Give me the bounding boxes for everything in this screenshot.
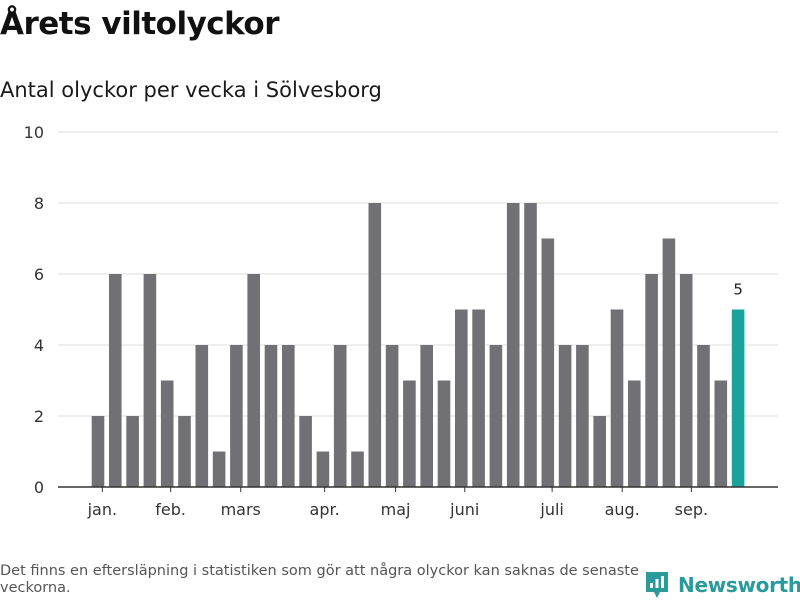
y-tick-label: 10 [24,123,44,142]
x-tick-label: maj [381,500,411,519]
bar [351,451,364,487]
x-tick-label: feb. [155,500,186,519]
chart-subtitle: Antal olyckor per vecka i Sölvesborg [0,78,382,102]
footnote: Det finns en eftersläpning i statistiken… [0,563,639,596]
bar [420,345,433,487]
bar [109,274,122,487]
x-tick-label: apr. [310,500,340,519]
newsworthy-logo-icon [646,572,668,598]
bar [178,416,191,487]
bar [195,345,209,487]
bar [333,345,347,487]
y-tick-label: 0 [34,478,44,497]
x-tick-label: mars [221,500,261,519]
bar [299,416,312,487]
bar [264,345,278,487]
x-tick-label: juni [449,500,479,519]
bar [403,380,416,487]
bar [143,274,157,487]
bar [247,274,260,487]
bar [645,274,658,487]
brand[interactable]: Newsworthy [644,569,800,601]
y-tick-label: 2 [34,407,44,426]
chart-title: Årets viltolyckor [0,6,280,42]
bar-chart: 0 2 4 6 8 10 5 jan. feb. mars apr. maj juni juli aug. s… [24,123,778,519]
bar [489,345,503,487]
bar [714,380,728,487]
bar [472,309,485,487]
bar [593,416,606,487]
y-tick-label: 6 [34,265,44,284]
bar [212,451,226,487]
bar [368,203,382,487]
bar [662,238,676,487]
x-tick-label: jan. [87,500,117,519]
data-label: 5 [733,281,743,299]
bar [697,345,710,487]
bar [455,309,468,487]
bar [91,416,105,487]
x-tick-label: aug. [605,500,640,519]
bar [524,203,537,487]
bar [541,238,555,487]
bar [282,345,295,487]
bar [385,345,399,487]
bar [610,309,624,487]
bar [679,274,693,487]
bar [628,380,641,487]
bar [126,416,139,487]
y-tick-label: 4 [34,336,44,355]
bar [160,380,174,487]
x-tick-label: juli [539,500,563,519]
bar [316,451,330,487]
bar [437,380,451,487]
highlight-bar [731,309,745,487]
x-tick-label: sep. [675,500,708,519]
y-tick-label: 8 [34,194,44,213]
brand-name: Newsworthy [678,573,800,597]
bar [230,345,243,487]
bar [576,345,589,487]
bar [506,203,520,487]
bar [558,345,572,487]
